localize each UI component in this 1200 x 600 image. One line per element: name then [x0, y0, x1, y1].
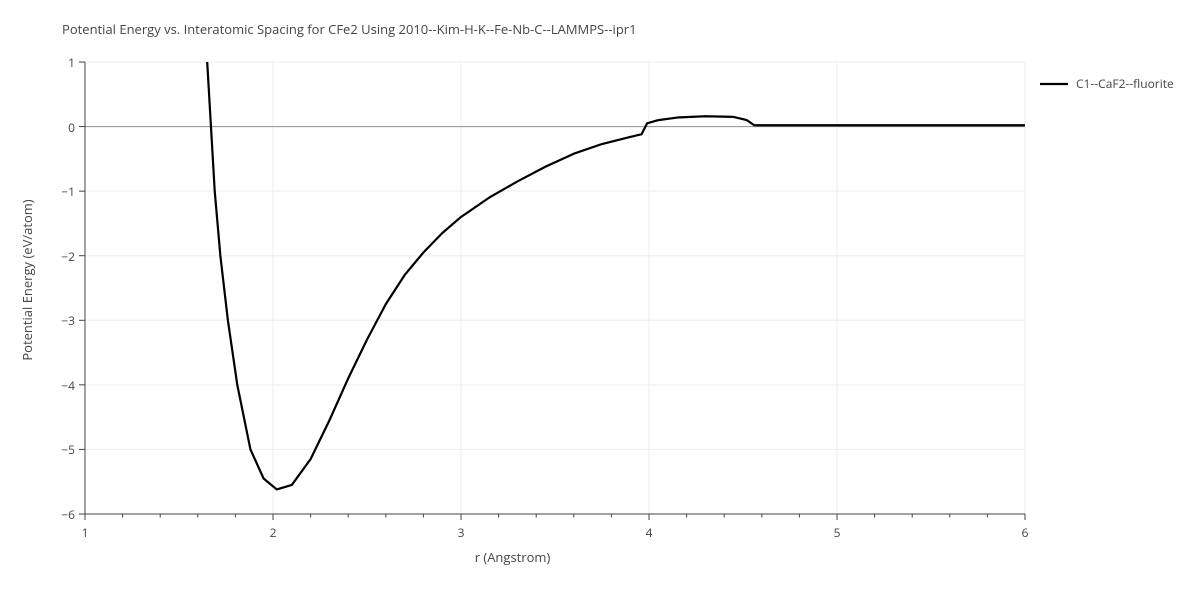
y-tick-label: −5: [43, 441, 75, 458]
y-tick-label: −1: [43, 183, 75, 200]
y-tick-label: −2: [43, 248, 75, 265]
legend-swatch: [1040, 80, 1070, 88]
legend-label[interactable]: C1--CaF2--fluorite: [1076, 75, 1174, 92]
x-tick-label: 6: [1010, 524, 1040, 541]
y-tick-label: −6: [43, 506, 75, 523]
y-tick-label: −4: [43, 377, 75, 394]
chart-container: { "chart": { "type": "line", "title": "P…: [0, 0, 1200, 600]
x-tick-label: 4: [634, 524, 664, 541]
y-tick-label: 0: [43, 119, 75, 136]
plot-area[interactable]: [0, 0, 1200, 600]
y-tick-label: −3: [43, 312, 75, 329]
x-tick-label: 5: [822, 524, 852, 541]
x-tick-label: 2: [258, 524, 288, 541]
y-tick-label: 1: [43, 54, 75, 71]
x-tick-label: 3: [446, 524, 476, 541]
x-tick-label: 1: [70, 524, 100, 541]
